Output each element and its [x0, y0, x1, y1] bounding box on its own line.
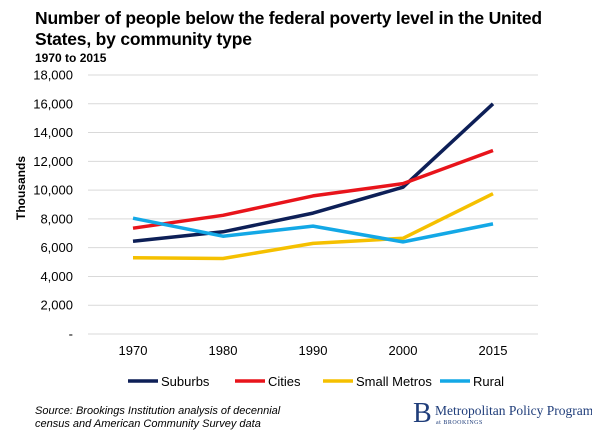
- source-note: Source: Brookings Institution analysis o…: [35, 405, 335, 431]
- y-tick-label: 12,000: [33, 154, 73, 169]
- y-axis-label: Thousands: [14, 156, 28, 220]
- series-lines: [132, 102, 495, 261]
- x-tick-label: 1980: [209, 343, 238, 358]
- y-tick-label: 2,000: [40, 298, 73, 313]
- y-tick-label: 6,000: [40, 240, 73, 255]
- logo-letter: B: [413, 398, 432, 429]
- y-tick-label: 16,000: [33, 96, 73, 111]
- source-line-1: Source: Brookings Institution analysis o…: [35, 405, 281, 417]
- logo-subtitle: at BROOKINGS: [436, 420, 483, 426]
- series-line-suburbs: [132, 102, 495, 243]
- y-tick-label: 10,000: [33, 183, 73, 198]
- legend-label: Cities: [268, 374, 301, 389]
- axis-ticks: - 2,000 4,000 6,000 8,000 10,000 12,000 14,000 1…: [33, 68, 507, 359]
- source-line-2: census and American Community Survey dat…: [35, 418, 261, 430]
- x-tick-label: 1970: [119, 343, 148, 358]
- legend-label: Rural: [473, 374, 504, 389]
- chart-title: Number of people below the federal pover…: [35, 8, 542, 49]
- legend-label: Suburbs: [161, 374, 210, 389]
- x-tick-label: 2015: [479, 343, 508, 358]
- x-tick-label: 2000: [389, 343, 418, 358]
- x-tick-label: 1990: [299, 343, 328, 358]
- y-tick-label: 4,000: [40, 269, 73, 284]
- chart-subtitle: 1970 to 2015: [35, 51, 107, 65]
- series-line-cities: [132, 148, 494, 230]
- y-tick-label: -: [69, 327, 73, 342]
- legend-label: Small Metros: [356, 374, 432, 389]
- y-tick-label: 14,000: [33, 125, 73, 140]
- legend: Suburbs Cities Small Metros Rural: [128, 374, 504, 389]
- brookings-logo: B Metropolitan Policy Program at BROOKIN…: [413, 398, 592, 432]
- series-line-rural: [132, 216, 494, 244]
- y-tick-label: 18,000: [33, 68, 73, 83]
- y-tick-label: 8,000: [40, 211, 73, 226]
- series-line-small-metros: [132, 192, 494, 261]
- logo-name: Metropolitan Policy Program: [435, 403, 592, 418]
